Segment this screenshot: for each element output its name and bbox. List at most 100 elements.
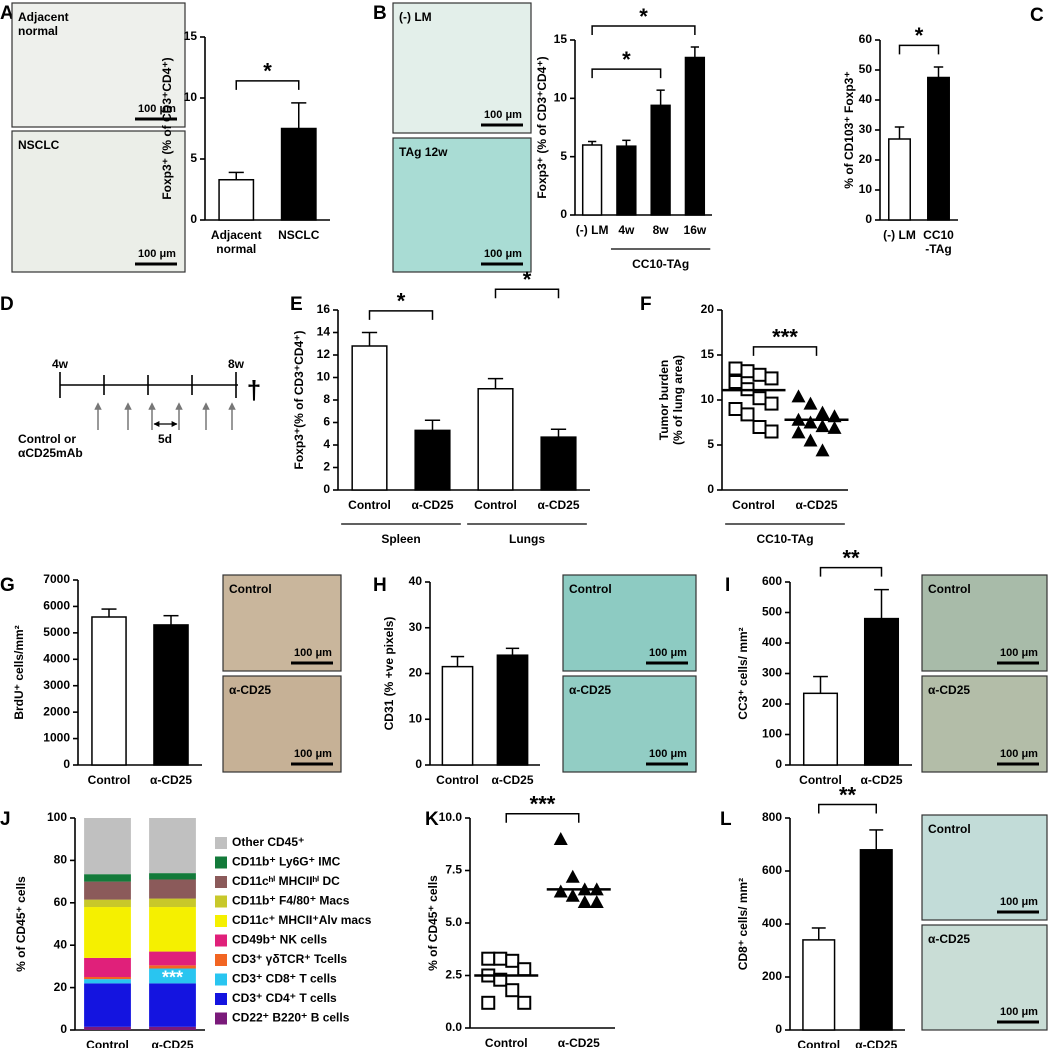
- micrograph-label: α-CD25: [229, 683, 271, 697]
- bar-segment: [149, 873, 196, 880]
- y-tick-label: 15: [184, 29, 198, 43]
- micrograph-label: Control: [928, 582, 971, 596]
- y-axis-label: BrdU⁺ cells/mm²: [12, 625, 26, 719]
- bar-segment: [149, 965, 196, 969]
- panel-letter: E: [290, 294, 303, 315]
- y-tick-label: 4000: [43, 651, 70, 665]
- y-tick-label: 0: [323, 482, 330, 496]
- panel-letter: J: [0, 809, 11, 830]
- micrograph-label: α-CD25: [569, 683, 611, 697]
- micrograph: [392, 137, 532, 273]
- data-point: [505, 983, 520, 998]
- micrograph-label: Adjacent normal: [18, 10, 69, 38]
- y-axis-label: Tumor burden(% of lung area): [657, 355, 685, 445]
- x-tick-label: α-CD25: [151, 1038, 193, 1048]
- x-tick-label: NSCLC: [278, 228, 320, 242]
- micrograph: [921, 924, 1048, 1031]
- y-tick-label: 30: [859, 122, 873, 136]
- legend-swatch: [215, 895, 227, 908]
- x-tick-label: Control: [474, 498, 517, 512]
- bar: [477, 388, 514, 491]
- data-point: [752, 367, 767, 382]
- y-tick-label: 300: [762, 666, 782, 680]
- data-point: [740, 407, 755, 422]
- y-axis-label: Foxp3⁺ (% of CD3⁺CD4⁺): [160, 57, 174, 199]
- y-axis-label: CD31 (% +ve pixels): [382, 617, 396, 731]
- x-tick-label: Control: [436, 773, 479, 787]
- data-point: [752, 391, 767, 406]
- legend-swatch: [215, 993, 227, 1005]
- bar-segment: [149, 983, 196, 1027]
- bar-segment: [84, 979, 131, 984]
- bar: [218, 178, 255, 221]
- bar: [859, 849, 893, 1031]
- panel-letter: D: [0, 294, 14, 315]
- data-point: [517, 995, 532, 1010]
- x-tick-label: Control: [86, 1038, 129, 1048]
- micrograph: [11, 2, 186, 128]
- data-point: [565, 869, 580, 883]
- bar-segment: [84, 874, 131, 882]
- significance-bracket: [368, 310, 434, 320]
- bar: [351, 345, 388, 491]
- y-tick-label: 100: [47, 810, 67, 824]
- data-point: [728, 375, 743, 389]
- y-tick-label: 10: [184, 90, 198, 104]
- y-tick-label: 0: [60, 1022, 67, 1036]
- bar: [441, 665, 474, 766]
- micrograph-label: (-) LM: [399, 10, 432, 24]
- y-tick-label: 600: [762, 863, 782, 877]
- y-tick-label: 800: [762, 810, 782, 824]
- legend-swatch: [215, 973, 227, 986]
- legend-label: CD11b⁺ F4/80⁺ Macs: [232, 894, 350, 908]
- bar-segment: [84, 881, 131, 900]
- panel-letter: B: [373, 3, 387, 24]
- significance-bracket: [591, 68, 662, 79]
- data-point: [764, 424, 779, 439]
- timeline-start: 4w: [52, 357, 69, 371]
- x-tick-label: Control: [348, 498, 391, 512]
- data-point: [803, 415, 818, 429]
- significance-label: *: [915, 23, 924, 48]
- y-tick-label: 0: [775, 757, 782, 771]
- scale-bar-label: 100 μm: [649, 748, 687, 760]
- scale-bar-label: 100 μm: [1000, 896, 1038, 908]
- y-tick-label: 0: [707, 482, 714, 496]
- x-tick-label: (-) LM: [576, 223, 609, 237]
- x-tick-label: α-CD25: [558, 1036, 600, 1048]
- y-tick-label: 500: [762, 605, 782, 619]
- y-axis-label: % of CD103⁺ Foxp3⁺: [842, 71, 856, 188]
- scale-bar-label: 100 μm: [294, 748, 332, 760]
- micrograph: [921, 574, 1048, 672]
- timeline-end: 8w: [228, 357, 245, 371]
- micrograph-label: TAg 12w: [399, 145, 448, 159]
- data-point: [815, 405, 830, 419]
- bar-segment: [84, 899, 131, 908]
- micrograph-label: Control: [229, 582, 272, 596]
- panel-letter: I: [725, 575, 730, 596]
- x-tick-label: Control: [799, 773, 842, 787]
- significance-label: *: [622, 47, 631, 72]
- group-label: Spleen: [381, 532, 420, 546]
- timeline: D 4w 8w † 5d Control or αCD25mAb: [0, 294, 261, 460]
- y-tick-label: 8: [323, 392, 330, 406]
- significance-bracket: [752, 346, 818, 356]
- y-tick-label: 5.0: [445, 915, 462, 929]
- bar: [280, 127, 317, 221]
- significance-bracket: [591, 25, 696, 35]
- significance-label: ***: [772, 325, 798, 350]
- y-tick-label: 60: [859, 32, 873, 46]
- data-point: [764, 371, 779, 386]
- y-tick-label: 2: [323, 460, 330, 474]
- data-point: [752, 420, 767, 434]
- bar: [496, 654, 529, 766]
- legend-label: CD11cʰⁱ MHCIIʰⁱ DC: [232, 874, 340, 888]
- data-point: [764, 396, 779, 411]
- x-tick-label: Adjacent normal: [211, 228, 262, 256]
- bar-segment: [149, 818, 196, 874]
- significance-label: *: [397, 289, 406, 314]
- data-point: [505, 953, 520, 968]
- y-tick-label: 10.0: [439, 810, 463, 824]
- micrograph: [222, 675, 342, 773]
- bar-segment: [84, 907, 131, 958]
